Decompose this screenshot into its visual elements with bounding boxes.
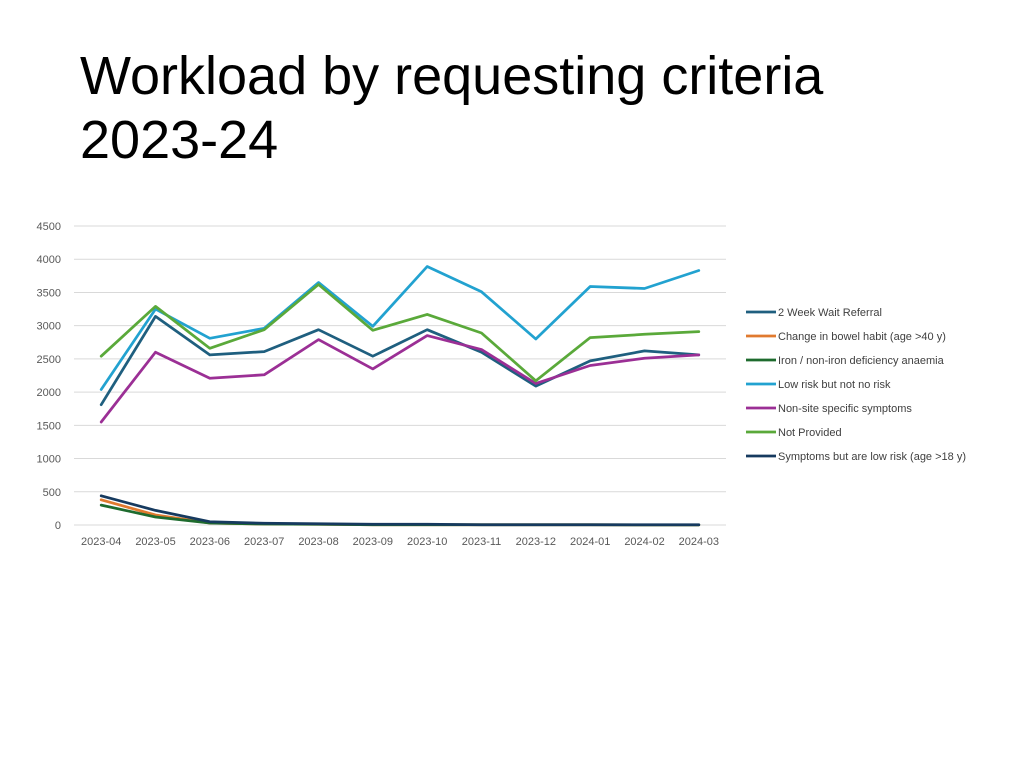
chart-legend: 2 Week Wait Referral Change in bowel habi…: [746, 307, 966, 463]
y-tick-label: 3000: [37, 321, 61, 333]
x-tick-label: 2023-06: [190, 536, 230, 548]
legend-item: Iron / non-iron deficiency anaemia: [746, 355, 945, 367]
x-axis-ticks: 2023-04 2023-05 2023-06 2023-07 2023-08 2023-…: [81, 536, 719, 548]
y-axis-ticks: 0 500 1000 1500 2000 2500 3000 3500 4000 4500: [37, 221, 61, 532]
legend-item: Not Provided: [746, 427, 842, 439]
x-tick-label: 2024-03: [679, 536, 719, 548]
x-tick-label: 2023-05: [135, 536, 175, 548]
series-line-3: [99, 503, 701, 527]
legend-label: 2 Week Wait Referral: [778, 307, 882, 319]
y-tick-label: 1000: [37, 454, 61, 466]
series-line-7: [99, 494, 701, 527]
x-tick-label: 2023-08: [298, 536, 338, 548]
legend-item: Non-site specific symptoms: [746, 403, 912, 415]
y-tick-label: 4000: [37, 254, 61, 266]
x-tick-label: 2023-11: [462, 536, 502, 548]
x-tick-label: 2023-10: [407, 536, 447, 548]
x-tick-label: 2023-04: [81, 536, 121, 548]
series-line-1: [99, 315, 701, 407]
legend-label: Low risk but not no risk: [778, 379, 891, 391]
chart-gridlines: [74, 225, 726, 526]
legend-item: Symptoms but are low risk (age >18 y): [746, 451, 966, 463]
series-line-6: [99, 283, 701, 383]
x-tick-label: 2024-02: [624, 536, 664, 548]
legend-label: Iron / non-iron deficiency anaemia: [778, 355, 945, 367]
x-tick-label: 2023-07: [244, 536, 284, 548]
legend-item: 2 Week Wait Referral: [746, 307, 882, 319]
x-tick-label: 2023-09: [353, 536, 393, 548]
legend-item: Low risk but not no risk: [746, 379, 891, 391]
series-line-5: [99, 334, 701, 424]
y-tick-label: 2000: [37, 387, 61, 399]
x-tick-label: 2024-01: [570, 536, 610, 548]
legend-label: Change in bowel habit (age >40 y): [778, 331, 946, 343]
y-tick-label: 4500: [37, 221, 61, 233]
slide-title: Workload by requesting criteria 2023-24: [80, 44, 960, 172]
legend-label: Not Provided: [778, 427, 842, 439]
legend-label: Non-site specific symptoms: [778, 403, 912, 415]
x-tick-label: 2023-12: [516, 536, 556, 548]
y-tick-label: 1500: [37, 420, 61, 432]
chart-series: [99, 265, 701, 527]
legend-label: Symptoms but are low risk (age >18 y): [778, 451, 966, 463]
y-tick-label: 2500: [37, 354, 61, 366]
slide-title-line2: 2023-24: [80, 110, 279, 170]
legend-item: Change in bowel habit (age >40 y): [746, 331, 946, 343]
y-tick-label: 3500: [37, 287, 61, 299]
series-line-4: [99, 265, 701, 391]
y-tick-label: 500: [43, 487, 61, 499]
slide-title-line1: Workload by requesting criteria: [80, 46, 824, 106]
y-tick-label: 0: [55, 520, 61, 532]
